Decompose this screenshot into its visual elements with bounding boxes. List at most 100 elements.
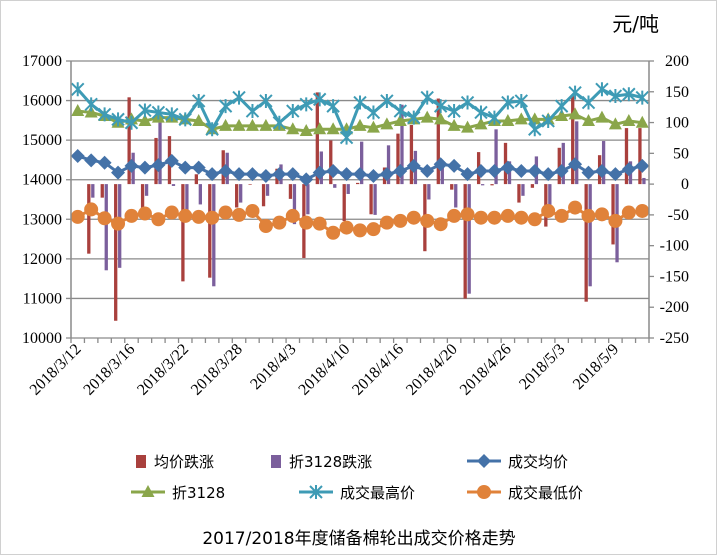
left-tick-label: 10000 <box>22 330 62 347</box>
bar-avg-change <box>329 140 332 184</box>
point-circle <box>366 222 380 236</box>
bar-avg-change <box>343 184 346 221</box>
point-circle <box>71 210 85 224</box>
point-diamond <box>447 159 461 173</box>
chart-title: 2017/2018年度储备棉轮出成交价格走势 <box>202 529 515 549</box>
point-circle <box>84 202 98 216</box>
right-tick-label: -150 <box>660 268 689 285</box>
point-star <box>583 96 595 110</box>
legend-marker-diamond <box>477 454 491 468</box>
bar-3128-change <box>239 184 242 202</box>
bar-avg-change <box>437 99 440 185</box>
legend-marker-circle <box>477 485 491 499</box>
right-tick-label: -250 <box>660 330 689 347</box>
left-tick-label: 13000 <box>22 211 62 228</box>
point-star <box>367 105 379 119</box>
point-diamond <box>299 172 313 186</box>
point-circle <box>568 201 582 215</box>
point-star <box>72 82 84 96</box>
point-circle <box>151 212 165 226</box>
point-star <box>475 105 487 119</box>
bar-3128-change <box>468 184 471 294</box>
point-star <box>246 104 258 118</box>
x-tick-label: 2018/5/9 <box>570 341 622 393</box>
bar-avg-change <box>181 184 184 281</box>
point-star <box>556 99 568 113</box>
left-tick-label: 15000 <box>22 132 62 149</box>
unit-label: 元/吨 <box>612 12 659 36</box>
point-circle <box>272 216 286 230</box>
point-circle <box>622 206 636 220</box>
point-star <box>488 111 500 125</box>
point-circle <box>434 217 448 231</box>
point-star <box>462 96 474 110</box>
legend-label: 成交均价 <box>508 453 568 471</box>
bar-avg-change <box>87 184 90 254</box>
legend-label: 均价跌涨 <box>154 453 214 471</box>
point-circle <box>286 209 300 223</box>
right-tick-label: 200 <box>665 53 689 70</box>
point-diamond <box>393 164 407 178</box>
x-tick-label: 2018/3/16 <box>80 341 138 399</box>
left-tick-label: 11000 <box>23 290 62 307</box>
point-triangle <box>595 111 608 123</box>
point-diamond <box>514 164 528 178</box>
point-circle <box>165 206 179 220</box>
bar-avg-change <box>369 184 372 214</box>
bar-avg-change <box>208 184 211 278</box>
bar-avg-change <box>571 96 574 184</box>
bar-avg-change <box>464 184 467 298</box>
x-tick-label: 2018/4/16 <box>349 341 407 399</box>
point-diamond <box>474 164 488 178</box>
bar-avg-change <box>101 184 104 198</box>
bar-3128-change <box>642 178 645 184</box>
point-diamond <box>178 161 192 175</box>
point-circle <box>219 206 233 220</box>
legend-label: 折3128 <box>172 484 225 502</box>
point-circle <box>420 214 434 228</box>
point-diamond <box>568 157 582 171</box>
left-tick-label: 17000 <box>22 53 62 70</box>
point-diamond <box>487 164 501 178</box>
point-triangle <box>569 107 582 119</box>
legend-label: 折3128跌涨 <box>289 453 372 471</box>
point-diamond <box>71 149 85 163</box>
legend-item: 折3128跌涨 <box>271 453 372 471</box>
point-circle <box>541 204 555 218</box>
bar-3128-change <box>427 184 430 199</box>
point-circle <box>138 207 152 221</box>
point-diamond <box>366 169 380 183</box>
point-diamond <box>192 161 206 175</box>
bar-3128-change <box>212 184 215 286</box>
legend-label: 成交最低价 <box>508 484 583 502</box>
point-circle <box>528 212 542 226</box>
point-diamond <box>259 169 273 183</box>
bar-3128-change <box>145 184 148 196</box>
bar-3128-change <box>306 184 309 214</box>
bar-3128-change <box>521 184 524 196</box>
point-star <box>220 99 232 113</box>
point-diamond <box>407 159 421 173</box>
point-circle <box>124 209 138 223</box>
bar-3128-change <box>481 184 484 185</box>
bar-avg-change <box>195 174 198 184</box>
point-diamond <box>434 157 448 171</box>
bar-avg-change <box>450 184 453 190</box>
point-circle <box>192 210 206 224</box>
point-circle <box>380 216 394 230</box>
bar-3128-change <box>347 184 350 194</box>
x-tick-label: 2018/5/3 <box>516 341 568 393</box>
legend-label: 成交最高价 <box>340 484 415 502</box>
bar-avg-change <box>490 184 493 185</box>
legend-item: 成交均价 <box>467 453 568 471</box>
point-diamond <box>326 164 340 178</box>
bar-3128-change <box>266 184 269 196</box>
point-circle <box>447 209 461 223</box>
point-diamond <box>582 166 596 180</box>
point-circle <box>353 223 367 237</box>
point-circle <box>245 204 259 218</box>
bar-avg-change <box>585 184 588 302</box>
point-circle <box>205 211 219 225</box>
point-diamond <box>165 154 179 168</box>
